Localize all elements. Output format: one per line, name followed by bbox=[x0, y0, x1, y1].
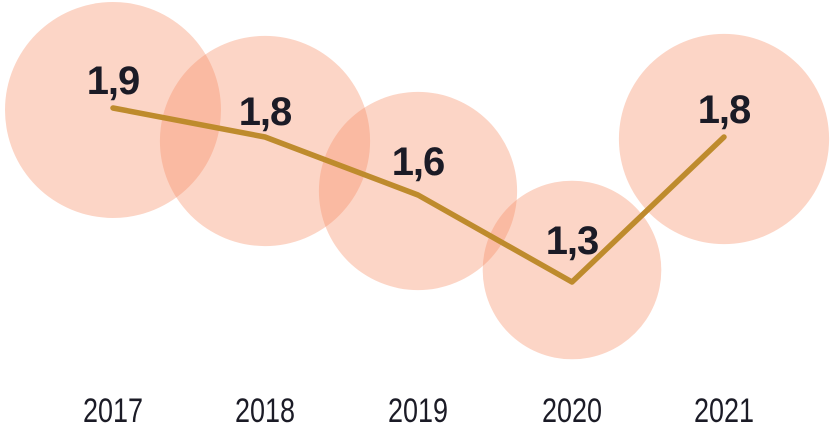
bubbles bbox=[5, 2, 830, 360]
year-labels: 2017 2018 2019 2020 2021 bbox=[83, 392, 754, 426]
bubble-2020 bbox=[482, 180, 662, 360]
year-label-2017: 2017 bbox=[83, 392, 143, 426]
value-label-2019: 1,6 bbox=[392, 140, 445, 184]
value-label-2018: 1,8 bbox=[239, 90, 292, 134]
value-labels: 1,9 1,8 1,6 1,3 1,8 bbox=[87, 59, 752, 263]
trend-line bbox=[110, 105, 727, 285]
bubble-2019 bbox=[318, 91, 518, 291]
bubble-2018 bbox=[159, 35, 371, 247]
value-label-2020: 1,3 bbox=[546, 219, 599, 263]
year-label-2019: 2019 bbox=[388, 392, 448, 426]
year-label-2020: 2020 bbox=[542, 392, 602, 426]
value-label-2017: 1,9 bbox=[87, 59, 140, 103]
year-label-2018: 2018 bbox=[235, 392, 295, 426]
year-label-2021: 2021 bbox=[694, 392, 754, 426]
value-label-2021: 1,8 bbox=[698, 88, 751, 132]
